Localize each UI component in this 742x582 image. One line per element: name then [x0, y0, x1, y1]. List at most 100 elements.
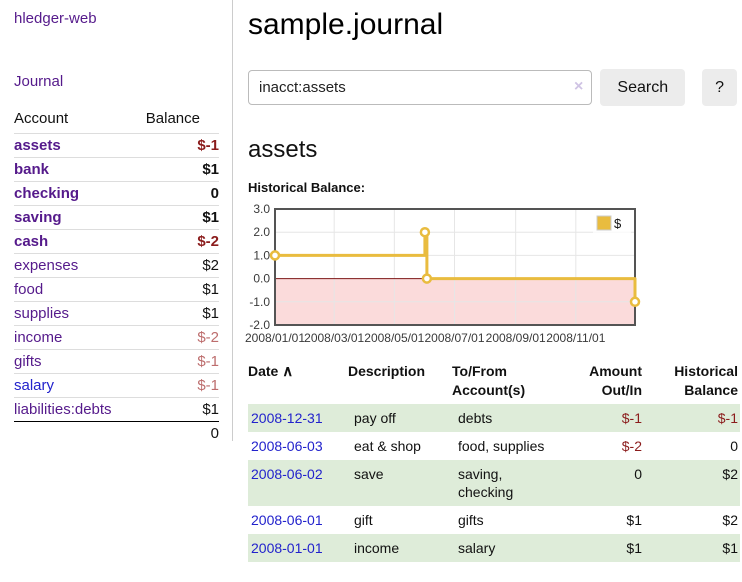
account-row: food $1	[14, 278, 219, 302]
account-row: saving $1	[14, 206, 219, 230]
x-tick-label: 2008/01/01	[245, 331, 305, 345]
transaction-description: pay off	[354, 410, 396, 426]
account-row: expenses $2	[14, 254, 219, 278]
account-balance: $1	[202, 305, 219, 322]
account-link[interactable]: bank	[14, 161, 50, 178]
x-tick-label: 2008/11/01	[546, 331, 605, 345]
transaction-description: gift	[354, 512, 373, 528]
x-tick-label: 2008/09/01	[486, 331, 546, 345]
col-balance: Historical Balance	[674, 363, 738, 398]
account-balance: $2	[202, 257, 219, 274]
account-balance: $-2	[197, 233, 219, 250]
account-row: gifts $-1	[14, 350, 219, 374]
transaction-row: 2008-06-02 save saving, checking 0 $2	[248, 460, 740, 506]
transaction-amount: 0	[634, 466, 642, 482]
search-button[interactable]: Search	[600, 69, 686, 106]
account-link[interactable]: expenses	[14, 257, 79, 274]
transaction-date: 2008-01-01	[248, 534, 348, 562]
transaction-date: 2008-12-31	[248, 404, 348, 432]
transaction-balance: $2	[722, 466, 738, 482]
accounts-table: Account Balance assets $-1 bank $1 checking 0…	[14, 108, 219, 445]
y-tick-label: -2.0	[249, 318, 270, 332]
account-link[interactable]: checking	[14, 185, 80, 202]
x-tick-label: 2008/07/01	[424, 331, 484, 345]
account-link[interactable]: supplies	[14, 305, 70, 322]
sort-asc-icon: ∧	[282, 363, 294, 380]
data-point	[629, 296, 641, 308]
account-link[interactable]: saving	[14, 209, 62, 226]
account-row: assets $-1	[14, 134, 219, 158]
transaction-row: 2008-06-03 eat & shop food, supplies $-2 0	[248, 432, 740, 460]
account-link[interactable]: food	[14, 281, 44, 298]
transaction-row: 2008-12-31 pay off debts $-1 $-1	[248, 404, 740, 432]
account-link[interactable]: gifts	[14, 353, 42, 370]
search-input[interactable]	[248, 70, 593, 105]
register-tbody: 2008-12-31 pay off debts $-1 $-1 2008-06-03 ea…	[248, 404, 740, 562]
data-point	[419, 226, 431, 238]
transaction-accounts: food, supplies	[458, 438, 545, 454]
transaction-date-link[interactable]: 2008-06-02	[251, 466, 323, 482]
transaction-date-link[interactable]: 2008-01-01	[251, 540, 323, 556]
search-form: × Search ?	[248, 69, 737, 106]
transaction-accounts: gifts	[458, 512, 484, 528]
account-balance: $1	[202, 209, 219, 226]
account-balance: $-2	[197, 329, 219, 346]
transaction-date-link[interactable]: 2008-12-31	[251, 410, 323, 426]
transaction-date: 2008-06-01	[248, 506, 348, 534]
account-row: salary $-1	[14, 374, 219, 398]
account-row: income $-2	[14, 326, 219, 350]
col-date-sortable[interactable]: Date ∧	[248, 363, 294, 380]
account-balance: $1	[202, 161, 219, 178]
account-row: supplies $1	[14, 302, 219, 326]
y-tick-label: 0.0	[253, 272, 270, 286]
account-link[interactable]: salary	[14, 377, 55, 394]
account-heading: assets	[248, 136, 318, 163]
data-point	[269, 250, 281, 261]
account-row: bank $1	[14, 158, 219, 182]
data-point	[421, 273, 433, 284]
accounts-header-account: Account	[14, 110, 69, 127]
accounts-header-balance: Balance	[145, 110, 200, 127]
col-amount: Amount Out/In	[589, 363, 642, 398]
transaction-date-link[interactable]: 2008-06-03	[251, 438, 323, 454]
transaction-accounts: debts	[458, 410, 493, 426]
account-link[interactable]: assets	[14, 137, 61, 154]
account-row: liabilities:debts $1	[14, 398, 219, 422]
clear-search-icon[interactable]: ×	[574, 78, 584, 95]
account-row: cash $-2	[14, 230, 219, 254]
register-header-row: Date ∧ Description To/From Account(s) Am…	[248, 359, 740, 404]
help-button[interactable]: ?	[702, 69, 737, 106]
col-description: Description	[348, 363, 426, 379]
account-link[interactable]: income	[14, 329, 63, 346]
y-tick-label: 1.0	[253, 248, 270, 262]
account-balance: $-1	[197, 137, 219, 154]
transaction-date: 2008-06-02	[248, 460, 348, 506]
account-link[interactable]: liabilities:debts	[14, 401, 112, 418]
brand-link[interactable]: hledger-web	[14, 10, 97, 27]
transaction-balance: $2	[722, 512, 738, 528]
account-balance: $1	[202, 281, 219, 298]
nav-journal-link[interactable]: Journal	[14, 73, 64, 90]
transaction-row: 2008-01-01 income salary $1 $1	[248, 534, 740, 562]
account-row: checking 0	[14, 182, 219, 206]
transaction-accounts: saving, checking	[458, 466, 514, 500]
accounts-tbody: assets $-1 bank $1 checking 0 saving $1 cash $-2 e…	[14, 134, 219, 422]
x-tick-label: 2008/03/01	[304, 331, 364, 345]
transaction-amount: $-2	[621, 438, 642, 454]
account-balance: $1	[202, 401, 219, 418]
accounts-total-row: 0	[14, 421, 219, 445]
register-table: Date ∧ Description To/From Account(s) Am…	[248, 359, 740, 562]
transaction-description: eat & shop	[354, 438, 421, 454]
sidebar: hledger-web Journal Account Balance asse…	[0, 0, 233, 445]
y-tick-label: -1.0	[249, 295, 270, 309]
account-balance: 0	[210, 185, 219, 202]
account-balance: $-1	[197, 353, 219, 370]
transaction-description: income	[354, 540, 400, 556]
transaction-accounts: salary	[458, 540, 496, 556]
search-box: ×	[248, 70, 593, 105]
transaction-date-link[interactable]: 2008-06-01	[251, 512, 323, 528]
main-content: sample.journal × Search ? assets Histori…	[233, 0, 742, 562]
account-balance: $-1	[197, 377, 219, 394]
account-link[interactable]: cash	[14, 233, 49, 250]
transaction-amount: $-1	[621, 410, 642, 426]
